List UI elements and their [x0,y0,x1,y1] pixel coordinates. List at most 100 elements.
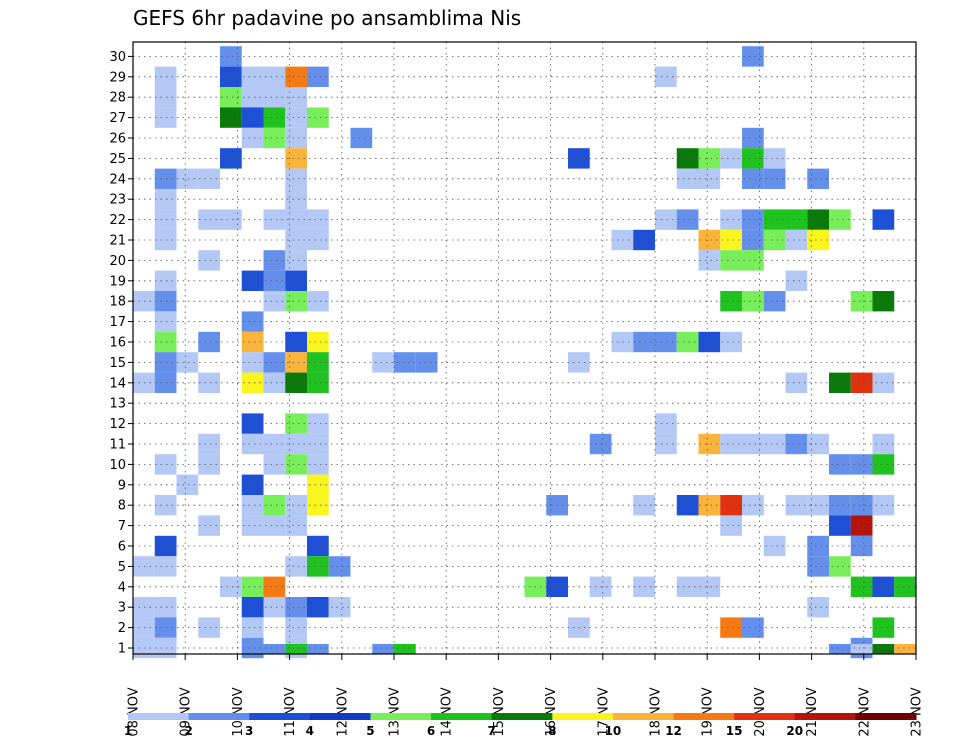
heatmap-cell [742,617,764,638]
x-tick-label: 19 NOV [701,687,716,736]
legend-swatch [309,713,371,720]
heatmap-cell [307,107,329,128]
heatmap-cell [829,644,851,654]
heatmap-cell [742,148,764,169]
heatmap-cell [720,291,742,312]
y-tick-label: 27 [109,111,126,126]
x-tick-label: 09 NOV [179,687,194,736]
legend-swatch [188,713,250,720]
heatmap-cell [263,454,286,475]
heatmap-cell [720,515,742,536]
heatmap-cell [307,597,329,618]
heatmap-cell [698,229,721,251]
y-tick-label: 16 [109,336,126,351]
heatmap-cell [241,617,264,638]
heatmap-cell [285,229,307,251]
x-tick-label: 21 NOV [805,687,820,736]
x-tick-label: 11 NOV [283,687,298,736]
y-tick-label: 4 [118,580,126,595]
heatmap-cell [263,433,286,455]
heatmap-cell [785,270,808,291]
heatmap-cell [285,617,307,638]
heatmap-cell [263,291,286,312]
grid-lines [133,42,916,654]
heatmap-cell [241,433,264,455]
heatmap-cell [655,66,677,87]
heatmap-cell [763,433,786,455]
x-tick-label: 16 NOV [544,687,559,736]
legend-label: 1 [124,724,132,738]
heatmap-cell [241,495,264,516]
heatmap-cell [154,66,177,87]
heatmap-cell [220,148,242,169]
heatmap-cell [742,229,764,251]
heatmap-cell [742,46,764,67]
heatmap-cell [742,168,764,189]
legend-swatch [128,713,190,720]
x-tick-label: 13 NOV [388,687,403,736]
legend-swatch [673,713,735,720]
heatmap-cell [285,189,307,210]
heatmap-cell [307,66,329,87]
heatmap-cell [742,291,764,312]
heatmap-cell [154,535,177,557]
heatmap-cell [154,372,177,393]
x-tick-label: 23 NOV [910,687,925,736]
heatmap-cell [850,515,873,536]
heatmap-cell [633,495,655,516]
heatmap-cell [850,291,873,312]
heatmap-cell [307,291,329,312]
y-tick-label: 2 [118,621,126,636]
heatmap-cell [872,495,895,516]
heatmap-cell [394,352,416,373]
heatmap-cell [198,454,220,475]
heatmap-cell [198,515,220,536]
y-tick-label: 19 [109,274,126,289]
heatmap-cell [742,127,764,149]
heatmap-cell [220,576,242,597]
heatmap-cell [285,107,307,128]
heatmap-cell [241,352,264,373]
legend-label: 20 [786,724,803,738]
heatmap-cell [198,372,220,393]
legend-swatch [552,713,614,720]
heatmap-cell [285,66,307,87]
heatmap-cell [655,331,677,353]
heatmap-cells [133,46,916,659]
legend-swatch [491,713,553,720]
heatmap-cell [676,148,699,169]
heatmap-cell [154,87,177,108]
heatmap-cell [241,127,264,149]
y-tick-label: 11 [109,438,126,453]
heatmap-cell [307,495,329,516]
heatmap-cell [850,372,873,393]
heatmap-cell [154,637,177,659]
heatmap-cell [307,535,329,557]
x-tick-label: 12 NOV [335,687,350,736]
heatmap-cell [307,413,329,434]
heatmap-cell [285,127,307,149]
heatmap-cell [220,107,242,128]
heatmap-cell [263,66,286,87]
heatmap-cell [676,495,699,516]
heatmap-cell [241,576,264,597]
heatmap-cell [154,331,177,353]
heatmap-cell [307,209,329,230]
heatmap-cell [285,331,307,353]
heatmap-cell [633,331,655,353]
y-tick-label: 22 [109,213,126,228]
heatmap-cell [285,168,307,189]
heatmap-cell [285,556,307,577]
legend-swatch [370,713,432,720]
y-tick-label: 12 [109,417,126,432]
heatmap-cell [154,270,177,291]
heatmap-cell [372,644,394,654]
heatmap-cell [285,209,307,230]
heatmap-cell [872,644,895,654]
heatmap-cell [611,229,634,251]
heatmap-cell [742,250,764,271]
heatmap-cell [742,433,764,455]
legend-swatch [612,713,675,720]
heatmap-cell [154,597,177,618]
x-tick-label: 22 NOV [857,687,872,736]
